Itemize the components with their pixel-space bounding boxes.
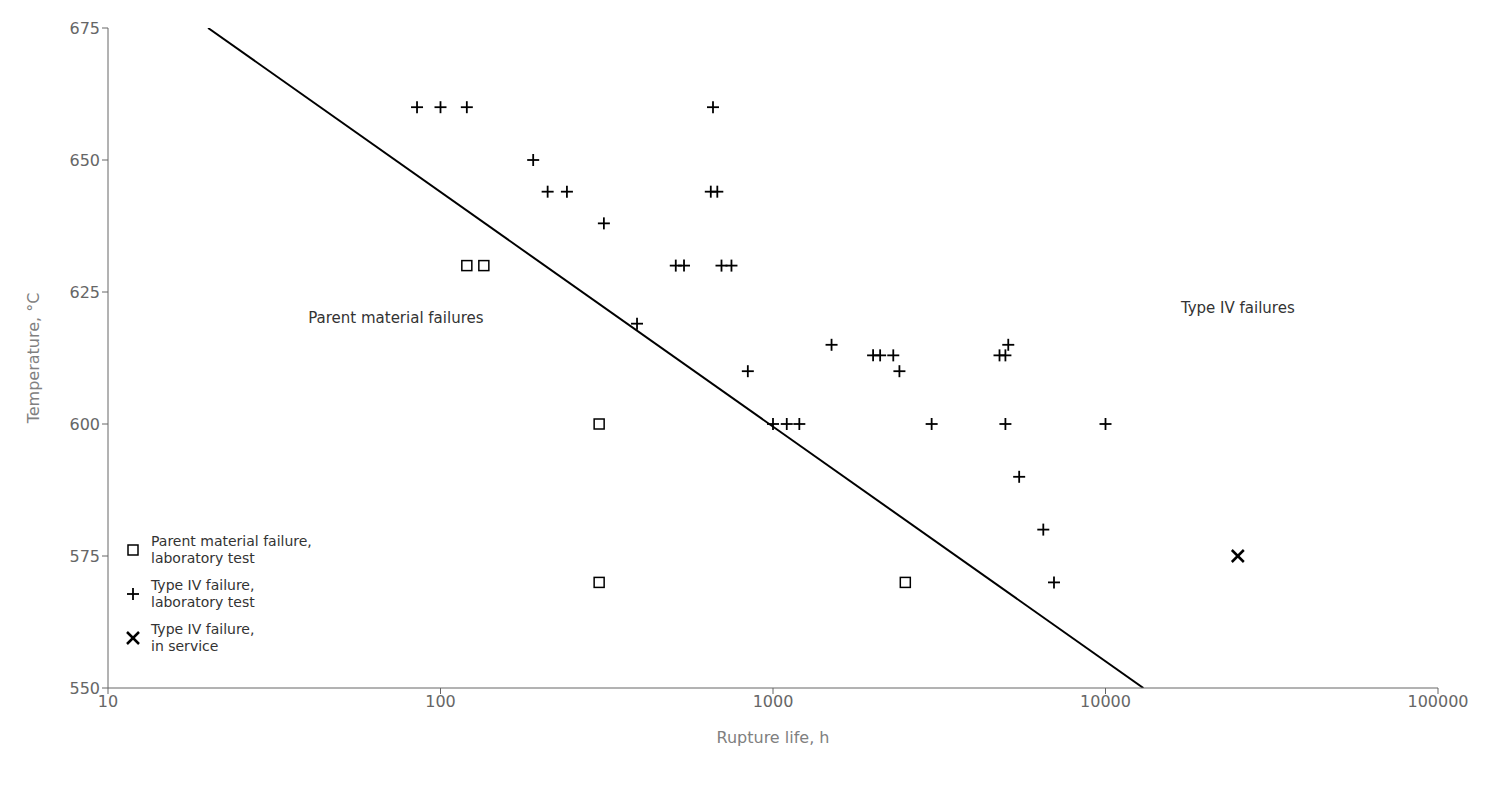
svg-text:10: 10 xyxy=(98,692,118,711)
svg-text:Temperature, °C: Temperature, °C xyxy=(24,293,43,425)
svg-text:575: 575 xyxy=(69,547,100,566)
svg-text:1000: 1000 xyxy=(753,692,794,711)
svg-text:600: 600 xyxy=(69,415,100,434)
svg-text:100: 100 xyxy=(425,692,456,711)
svg-text:100000: 100000 xyxy=(1407,692,1468,711)
svg-text:625: 625 xyxy=(69,283,100,302)
svg-text:Type IV failures: Type IV failures xyxy=(1180,299,1295,317)
svg-text:Rupture life, h: Rupture life, h xyxy=(717,728,830,747)
svg-text:650: 650 xyxy=(69,151,100,170)
html-text:Type IV failure, laboratory te: Type IV failure, laboratory test xyxy=(151,577,255,610)
svg-text:10000: 10000 xyxy=(1080,692,1131,711)
svg-text:675: 675 xyxy=(69,19,100,38)
svg-text:550: 550 xyxy=(69,679,100,698)
html-text:Type IV failure, in service: Type IV failure, in service xyxy=(151,621,255,654)
svg-text:Parent material failures: Parent material failures xyxy=(308,309,484,327)
html-text:Parent material failure, labor: Parent material failure, laboratory test xyxy=(151,533,312,566)
